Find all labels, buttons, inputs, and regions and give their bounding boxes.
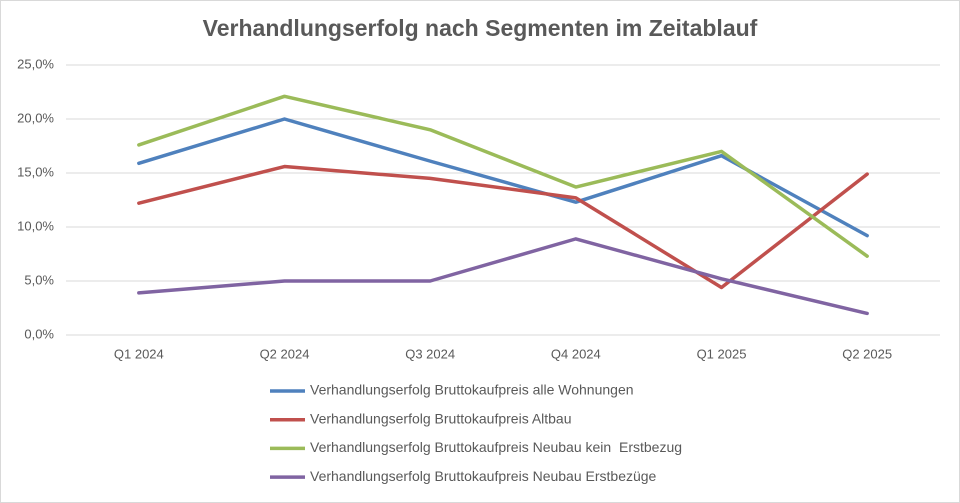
y-tick-label: 20,0% <box>17 110 54 125</box>
y-tick-label: 5,0% <box>24 272 54 287</box>
y-tick-label: 0,0% <box>24 326 54 341</box>
x-tick-label: Q2 2024 <box>260 346 310 361</box>
x-tick-label: Q3 2024 <box>405 346 455 361</box>
line-series <box>137 237 869 316</box>
x-tick-label: Q1 2024 <box>114 346 164 361</box>
x-tick-label: Q2 2025 <box>842 346 892 361</box>
y-tick-label: 10,0% <box>17 218 54 233</box>
legend-label: Verhandlungserfolg Bruttokaufpreis Neuba… <box>310 468 657 484</box>
y-tick-label: 15,0% <box>17 164 54 179</box>
legend-label: Verhandlungserfolg Bruttokaufpreis Altba… <box>310 410 572 426</box>
x-tick-label: Q1 2025 <box>697 346 747 361</box>
legend-label: Verhandlungserfolg Bruttokaufpreis alle … <box>310 382 634 398</box>
y-tick-label: 25,0% <box>17 56 54 71</box>
legend-label: Verhandlungserfolg Bruttokaufpreis Neuba… <box>310 439 682 455</box>
line-series <box>137 94 869 258</box>
chart-title: Verhandlungserfolg nach Segmenten im Zei… <box>203 15 758 41</box>
x-tick-label: Q4 2024 <box>551 346 601 361</box>
line-series <box>137 164 869 290</box>
